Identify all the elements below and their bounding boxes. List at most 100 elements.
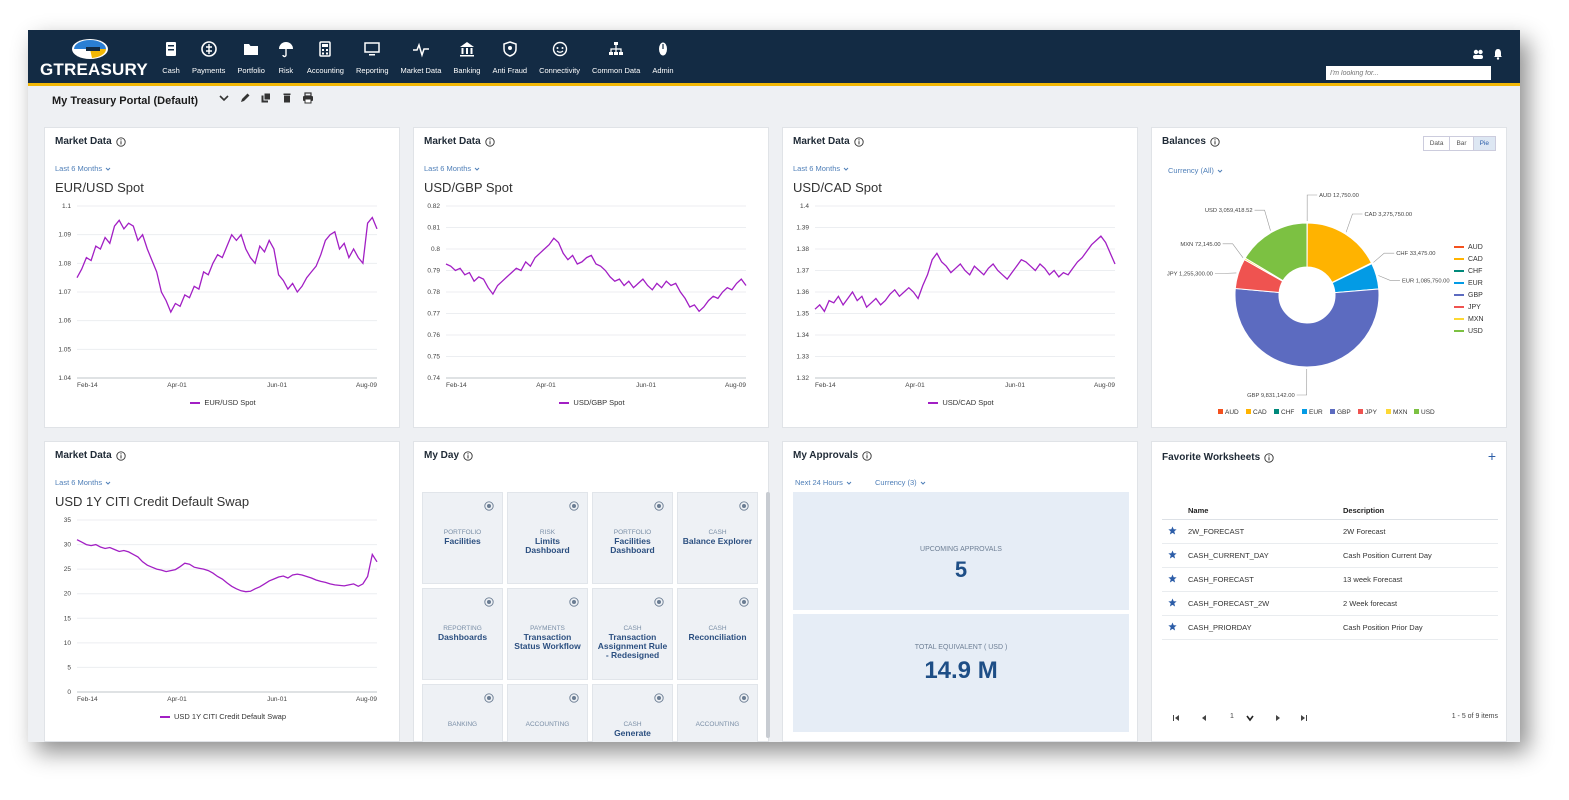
- target-icon[interactable]: [654, 693, 664, 703]
- time-filter[interactable]: Next 24 Hours: [795, 478, 852, 487]
- nav-item-risk[interactable]: Risk: [271, 36, 301, 82]
- chevron-down-icon[interactable]: [218, 92, 230, 104]
- star-icon[interactable]: [1168, 598, 1177, 607]
- period-filter[interactable]: Last 6 Months: [55, 164, 111, 173]
- total-equivalent-card[interactable]: TOTAL EQUIVALENT ( USD ) 14.9 M: [793, 614, 1129, 732]
- star-icon[interactable]: [1168, 574, 1177, 583]
- period-filter[interactable]: Last 6 Months: [793, 164, 849, 173]
- nav-item-anti-fraud[interactable]: Anti Fraud: [486, 36, 533, 82]
- nav-item-connectivity[interactable]: Connectivity: [533, 36, 586, 82]
- nav-item-admin[interactable]: Admin: [646, 36, 679, 82]
- current-page[interactable]: 1: [1230, 713, 1234, 720]
- my-day-tile[interactable]: CASH Balance Explorer: [677, 492, 758, 584]
- add-worksheet-button[interactable]: +: [1487, 448, 1496, 464]
- toggle-pie[interactable]: Pie: [1473, 137, 1495, 150]
- info-icon[interactable]: [854, 136, 864, 147]
- table-row[interactable]: CASH_FORECAST 13 week Forecast: [1162, 567, 1498, 592]
- legend-label[interactable]: AUD: [1468, 244, 1483, 251]
- series-line[interactable]: [814, 235, 1116, 313]
- table-row[interactable]: CASH_PRIORDAY Cash Position Prior Day: [1162, 615, 1498, 640]
- chart-legend[interactable]: USD/GBP Spot: [414, 398, 770, 407]
- worksheet-name[interactable]: CASH_CURRENT_DAY: [1188, 543, 1343, 568]
- upcoming-approvals-card[interactable]: UPCOMING APPROVALS 5: [793, 492, 1129, 610]
- prev-page-icon[interactable]: [1200, 714, 1208, 722]
- target-icon[interactable]: [569, 501, 579, 511]
- target-icon[interactable]: [654, 501, 664, 511]
- worksheet-name[interactable]: 2W_FORECAST: [1188, 519, 1343, 544]
- my-day-tile[interactable]: REPORTING Dashboards: [422, 588, 503, 680]
- next-page-icon[interactable]: [1274, 714, 1282, 722]
- global-search-input[interactable]: [1326, 66, 1491, 80]
- nav-item-accounting[interactable]: Accounting: [301, 36, 350, 82]
- page-dropdown-icon[interactable]: [1246, 714, 1254, 722]
- my-day-tile[interactable]: BANKING: [422, 684, 503, 742]
- bottom-legend-label[interactable]: EUR: [1309, 409, 1323, 416]
- target-icon[interactable]: [569, 693, 579, 703]
- print-icon[interactable]: [302, 92, 314, 104]
- pie-slice-gbp[interactable]: [1234, 287, 1380, 368]
- star-icon[interactable]: [1168, 526, 1177, 535]
- bottom-legend-label[interactable]: JPY: [1365, 409, 1378, 416]
- nav-item-portfolio[interactable]: Portfolio: [231, 36, 271, 82]
- my-day-scrollbar[interactable]: [766, 492, 770, 738]
- legend-label[interactable]: CAD: [1468, 256, 1483, 263]
- gtreasury-logo[interactable]: GTREASURY: [40, 38, 148, 79]
- star-icon[interactable]: [1168, 550, 1177, 559]
- target-icon[interactable]: [484, 597, 494, 607]
- bottom-legend-label[interactable]: AUD: [1225, 409, 1239, 416]
- chart-legend[interactable]: EUR/USD Spot: [45, 398, 401, 407]
- bottom-legend-label[interactable]: GBP: [1337, 409, 1351, 416]
- star-icon[interactable]: [1168, 622, 1177, 631]
- table-row[interactable]: 2W_FORECAST 2W Forecast: [1162, 519, 1498, 544]
- last-page-icon[interactable]: [1300, 714, 1308, 722]
- trash-icon[interactable]: [281, 92, 293, 104]
- table-row[interactable]: CASH_CURRENT_DAY Cash Position Current Da…: [1162, 543, 1498, 568]
- legend-label[interactable]: MXN: [1468, 316, 1484, 323]
- nav-item-payments[interactable]: Payments: [186, 36, 231, 82]
- my-day-tile[interactable]: PAYMENTS Transaction Status Workflow: [507, 588, 588, 680]
- legend-label[interactable]: CHF: [1468, 268, 1482, 275]
- nav-item-common-data[interactable]: Common Data: [586, 36, 646, 82]
- first-page-icon[interactable]: [1172, 714, 1180, 722]
- target-icon[interactable]: [739, 597, 749, 607]
- series-line[interactable]: [445, 237, 747, 313]
- target-icon[interactable]: [654, 597, 664, 607]
- series-line[interactable]: [76, 216, 378, 314]
- chart-legend[interactable]: USD 1Y CITI Credit Default Swap: [45, 712, 401, 721]
- info-icon[interactable]: [485, 136, 495, 147]
- target-icon[interactable]: [739, 501, 749, 511]
- toggle-bar[interactable]: Bar: [1450, 137, 1474, 150]
- my-day-tile[interactable]: PORTFOLIO Facilities: [422, 492, 503, 584]
- chart-legend[interactable]: USD/CAD Spot: [783, 398, 1139, 407]
- period-filter[interactable]: Last 6 Months: [55, 478, 111, 487]
- my-day-tile[interactable]: CASH Generate: [592, 684, 673, 742]
- target-icon[interactable]: [569, 597, 579, 607]
- legend-label[interactable]: EUR: [1468, 280, 1483, 287]
- nav-item-banking[interactable]: Banking: [447, 36, 486, 82]
- nav-item-cash[interactable]: Cash: [156, 36, 186, 82]
- my-day-tile[interactable]: PORTFOLIO Facilities Dashboard: [592, 492, 673, 584]
- bottom-legend-label[interactable]: CAD: [1253, 409, 1267, 416]
- bottom-legend-label[interactable]: MXN: [1393, 409, 1408, 416]
- my-day-tile[interactable]: CASH Transaction Assignment Rule - Redesi…: [592, 588, 673, 680]
- user-group-icon[interactable]: [1472, 48, 1484, 60]
- info-icon[interactable]: [463, 450, 473, 461]
- currency-filter[interactable]: Currency (All): [1168, 166, 1223, 175]
- bottom-legend-label[interactable]: CHF: [1281, 409, 1294, 416]
- worksheet-name[interactable]: CASH_FORECAST: [1188, 567, 1343, 592]
- nav-item-reporting[interactable]: Reporting: [350, 36, 395, 82]
- copy-icon[interactable]: [260, 92, 272, 104]
- legend-label[interactable]: GBP: [1468, 292, 1483, 299]
- my-day-tile[interactable]: ACCOUNTING: [507, 684, 588, 742]
- legend-label[interactable]: JPY: [1468, 304, 1481, 311]
- my-day-tile[interactable]: ACCOUNTING: [677, 684, 758, 742]
- portal-selector[interactable]: My Treasury Portal (Default): [52, 95, 198, 107]
- target-icon[interactable]: [739, 693, 749, 703]
- my-day-tile[interactable]: CASH Reconciliation: [677, 588, 758, 680]
- description-column-header[interactable]: Description: [1343, 502, 1498, 520]
- table-row[interactable]: CASH_FORECAST_2W 2 Week forecast: [1162, 591, 1498, 616]
- my-day-tile[interactable]: RISK Limits Dashboard: [507, 492, 588, 584]
- approvals-currency-filter[interactable]: Currency (3): [875, 478, 926, 487]
- nav-item-market-data[interactable]: Market Data: [395, 36, 448, 82]
- info-icon[interactable]: [116, 136, 126, 147]
